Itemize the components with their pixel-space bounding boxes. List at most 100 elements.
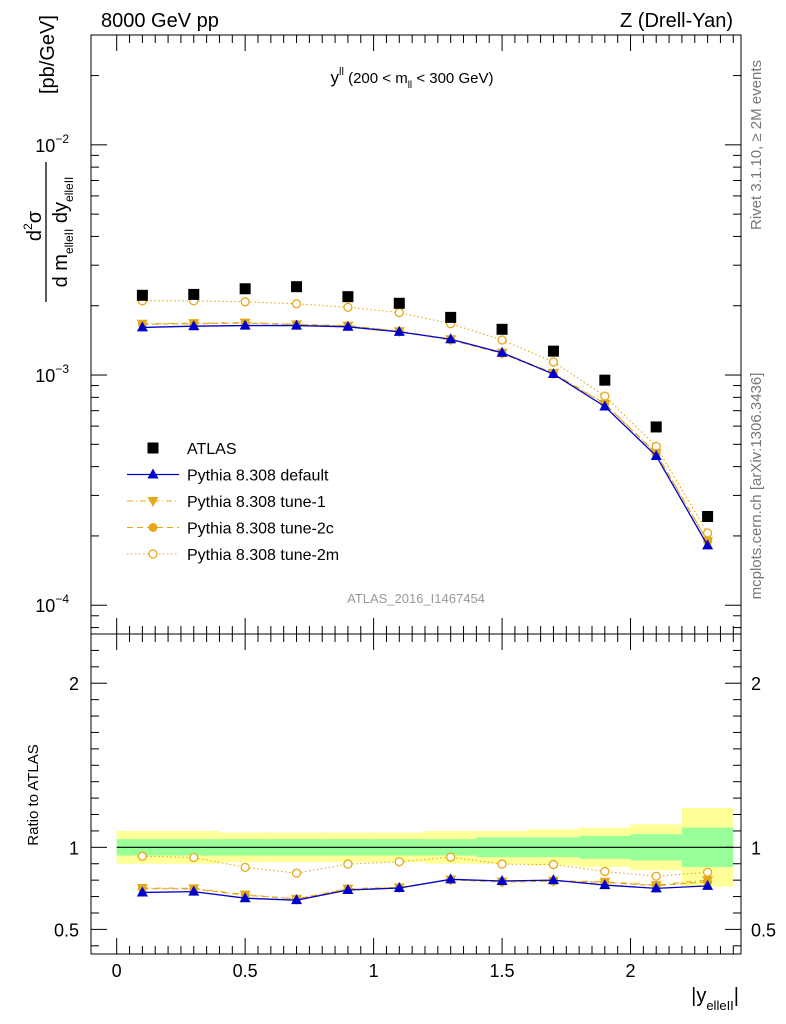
ylabel-denom-sub2: elleII: [62, 177, 76, 202]
main-line-pythia-8-308-tune-2m: [142, 300, 709, 534]
main-point-pythia-8-308-default: [445, 333, 457, 344]
ratio-point-pythia-8-308-default: [599, 879, 611, 890]
ratio-point-pythia-8-308-tune-2m: [600, 866, 610, 877]
legend-label-pythia-8-308-tune-2m: Pythia 8.308 tune-2m: [187, 547, 339, 564]
ratio-y-tick-label-right: 0.5: [751, 920, 776, 940]
x-tick-label: 0.5: [233, 961, 258, 981]
legend-marker-atlas: [147, 442, 159, 454]
ratio-point-pythia-8-308-tune-2m: [394, 857, 404, 867]
ratio-point-pythia-8-308-default: [547, 874, 559, 885]
mcplots-label: mcplots.cern.ch [arXiv:1306.3436]: [748, 373, 765, 600]
ratio-point-pythia-8-308-tune-2m: [343, 859, 353, 869]
ylabel-denom-mid: dy: [50, 202, 72, 229]
ratio-point-pythia-8-308-default: [136, 886, 148, 897]
xlabel-pre: |y: [691, 985, 706, 1007]
ratio-point-pythia-8-308-tune-2m: [548, 859, 559, 870]
legend-label-pythia-8-308-tune-1: Pythia 8.308 tune-1: [187, 494, 326, 511]
svg-text:d melleII dyelleII: d melleII dyelleII: [50, 177, 76, 288]
main-point-atlas: [547, 345, 559, 357]
x-tick-label: 1.5: [490, 961, 515, 981]
title-range-end: < 300 GeV): [412, 70, 493, 87]
ylabel-sup: 2: [21, 223, 35, 230]
main-point-pythia-8-308-default: [547, 368, 559, 379]
header-right: Z (Drell-Yan): [620, 10, 733, 32]
watermark: ATLAS_2016_I1467454: [347, 591, 485, 606]
legend-label-atlas: ATLAS: [187, 441, 237, 458]
main-point-atlas: [136, 289, 148, 301]
ratio-point-pythia-8-308-default: [702, 879, 714, 890]
ratio-panel: [116, 807, 734, 887]
ratio-point-pythia-8-308-default: [445, 873, 457, 884]
xlabel-post: |: [734, 985, 739, 1007]
ratio-point-pythia-8-308-tune-2m: [189, 852, 199, 863]
x-tick-label: 2: [626, 961, 636, 981]
main-point-pythia-8-308-tune-2m: [548, 357, 559, 367]
main-point-pythia-8-308-tune-2m: [394, 307, 404, 318]
main-point-pythia-8-308-default: [291, 319, 303, 330]
ratio-point-pythia-8-308-tune-2m: [137, 851, 148, 861]
ratio-point-pythia-8-308-default: [650, 882, 662, 893]
ratio-y-tick-label-right: 1: [751, 838, 761, 858]
main-point-pythia-8-308-tune-2m: [291, 299, 302, 309]
main-point-atlas: [188, 288, 200, 300]
main-line-pythia-8-308-default: [142, 324, 709, 546]
main-point-atlas: [496, 323, 508, 335]
main-line-pythia-8-308-tune-1: [142, 322, 709, 542]
title-y: y: [331, 68, 340, 87]
legend-marker-pythia-8-308-tune-1: [147, 497, 159, 507]
ratio-point-pythia-8-308-default: [496, 874, 508, 885]
main-point-pythia-8-308-default: [702, 539, 714, 550]
main-point-atlas: [239, 283, 251, 295]
main-y-tick-label: 10−4: [35, 592, 69, 616]
ratio-point-pythia-8-308-tune-2m: [651, 871, 661, 881]
ratio-point-pythia-8-308-default: [393, 882, 405, 893]
legend-marker-pythia-8-308-default: [147, 468, 159, 479]
main-point-pythia-8-308-tune-2m: [600, 391, 610, 401]
ylabel-units: [pb/GeV]: [37, 15, 59, 94]
main-point-atlas: [342, 291, 354, 303]
ratio-frame: [90, 633, 742, 955]
main-point-atlas: [599, 374, 611, 386]
ratio-point-pythia-8-308-default: [342, 884, 354, 894]
ratio-point-pythia-8-308-default: [239, 892, 251, 903]
ratio-y-tick-label-right: 2: [751, 674, 761, 694]
main-point-atlas: [291, 281, 303, 293]
main-point-atlas: [393, 297, 405, 309]
title-range: (200 < m: [344, 70, 408, 87]
main-point-pythia-8-308-default: [136, 321, 148, 332]
main-ylabel: d2σ d melleII dyelleII [pb/GeV]: [21, 15, 76, 302]
ratio-line-pythia-8-308-tune-2m: [142, 855, 708, 877]
legend-marker-pythia-8-308-tune-2c: [148, 523, 158, 532]
ratio-point-pythia-8-308-tune-2m: [291, 868, 302, 878]
main-point-pythia-8-308-default: [496, 346, 508, 357]
x-tick-label: 1: [369, 961, 379, 981]
ylabel-sigma: σ: [24, 210, 46, 223]
header-left: 8000 GeV pp: [101, 10, 219, 32]
main-point-pythia-8-308-tune-2m: [497, 335, 507, 345]
main-point-pythia-8-308-default: [342, 320, 354, 331]
main-point-pythia-8-308-tune-2m: [240, 297, 250, 307]
ratio-point-pythia-8-308-default: [291, 894, 303, 905]
ratio-point-pythia-8-308-default: [188, 885, 200, 896]
legend-marker-pythia-8-308-tune-2m: [148, 549, 158, 559]
xlabel: |yelleII|: [691, 985, 739, 1013]
main-point-pythia-8-308-default: [239, 319, 251, 330]
main-point-pythia-8-308-default: [393, 325, 405, 336]
title-sub: ll: [408, 80, 412, 91]
main-point-atlas: [702, 510, 714, 522]
ratio-y-tick-label: 1: [69, 838, 79, 858]
rivet-label: Rivet 3.1.10, ≥ 2M events: [748, 60, 765, 230]
main-y-tick-label: 10−3: [35, 362, 69, 386]
ylabel-denom: d m: [50, 254, 72, 287]
ratio-line-pythia-8-308-tune-1: [142, 878, 708, 900]
ylabel-d: d: [24, 230, 46, 241]
main-point-pythia-8-308-default: [599, 400, 611, 411]
ratio-line-pythia-8-308-default: [142, 878, 708, 901]
ratio-point-pythia-8-308-tune-2m: [446, 852, 456, 862]
main-y-tick-label: 10−2: [35, 132, 69, 156]
main-point-pythia-8-308-default: [650, 449, 662, 460]
x-tick-label: 0: [112, 961, 122, 981]
main-point-atlas: [650, 421, 662, 433]
ratio-y-tick-label: 2: [69, 674, 79, 694]
